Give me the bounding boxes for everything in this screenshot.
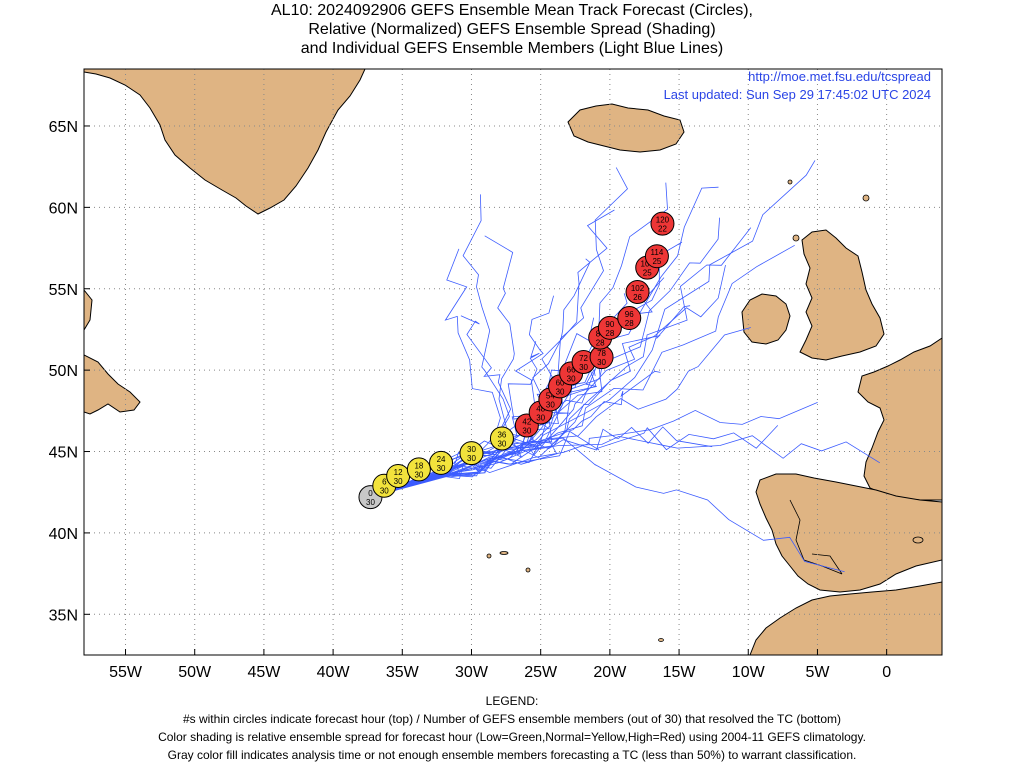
forecast-hour-label: 54 — [546, 391, 555, 400]
forecast-hour-label: 24 — [437, 455, 446, 464]
member-count-label: 30 — [366, 498, 375, 507]
member-count-label: 30 — [380, 487, 389, 496]
member-count-label: 30 — [597, 358, 606, 367]
member-count-label: 28 — [596, 339, 605, 348]
forecast-hour-label: 60 — [556, 378, 565, 387]
land-greenland — [84, 69, 366, 215]
lat-tick-label: 35N — [49, 607, 78, 624]
title-line-1: AL10: 2024092906 GEFS Ensemble Mean Trac… — [271, 2, 753, 19]
member-count-label: 22 — [658, 225, 667, 234]
forecast-point-circle — [459, 441, 484, 466]
forecast-point-circle — [650, 211, 675, 236]
credit-url[interactable]: http://moe.met.fsu.edu/tcspread — [748, 69, 931, 84]
member-count-label: 30 — [579, 363, 588, 372]
forecast-point-circle — [625, 280, 650, 305]
forecast-hour-label: 102 — [631, 284, 645, 293]
forecast-hour-label: 30 — [467, 445, 476, 454]
member-count-label: 30 — [536, 413, 545, 422]
member-count-label: 30 — [522, 426, 531, 435]
forecast-hour-label: 48 — [536, 404, 545, 413]
track-map: 0306301230183024303030363042304830543060… — [49, 68, 943, 681]
lon-tick-label: 15W — [663, 664, 697, 681]
forecast-hour-label: 108 — [641, 260, 655, 269]
member-count-label: 30 — [497, 440, 506, 449]
lat-tick-label: 50N — [49, 363, 78, 380]
member-count-label: 30 — [556, 387, 565, 396]
member-count-label: 28 — [605, 329, 614, 338]
lon-tick-label: 20W — [593, 664, 627, 681]
lon-tick-label: 0 — [882, 664, 891, 681]
title-line-2: Relative (Normalized) GEFS Ensemble Spre… — [308, 21, 716, 38]
forecast-point-circle — [489, 426, 514, 451]
lon-tick-label: 30W — [455, 664, 489, 681]
forecast-hour-label: 120 — [656, 216, 670, 225]
forecast-hour-label: 114 — [651, 248, 664, 257]
credit-updated: Last updated: Sun Sep 29 17:45:02 UTC 20… — [664, 87, 931, 102]
forecast-hour-label: 12 — [394, 468, 403, 477]
title-line-3: and Individual GEFS Ensemble Members (Li… — [300, 40, 724, 57]
forecast-hour-label: 90 — [605, 320, 614, 329]
forecast-hour-label: 72 — [579, 354, 588, 363]
forecast-hour-label: 18 — [414, 461, 423, 470]
ensemble-member-track — [370, 244, 795, 498]
land-iceland — [567, 103, 685, 153]
forecast-point-circle — [597, 315, 622, 340]
member-count-label: 30 — [437, 464, 446, 473]
forecast-point-circle — [644, 244, 669, 269]
forecast-hour-label: 36 — [497, 431, 506, 440]
forecast-hour-label: 0 — [368, 489, 373, 498]
lon-tick-label: 5W — [805, 664, 830, 681]
member-count-label: 25 — [652, 257, 661, 266]
ensemble-mean-track: 0306301230183024303030363042304830543060… — [358, 211, 675, 510]
lon-tick-label: 50W — [178, 664, 212, 681]
land-ireland — [741, 293, 791, 345]
member-count-label: 25 — [643, 269, 652, 278]
land-north-africa — [749, 581, 942, 655]
lon-tick-label: 25W — [524, 664, 558, 681]
forecast-point-circle — [617, 306, 642, 331]
legend-heading: LEGEND: — [485, 694, 539, 708]
forecast-hour-label: 6 — [382, 478, 387, 487]
legend-line-1: #s within circles indicate forecast hour… — [182, 712, 842, 726]
lon-tick-label: 10W — [732, 664, 766, 681]
member-count-label: 30 — [414, 470, 423, 479]
lat-tick-label: 45N — [49, 445, 78, 462]
forecast-point-circle — [406, 457, 431, 482]
forecast-hour-label: 66 — [567, 365, 576, 374]
land-great-britain — [799, 229, 885, 361]
lat-tick-label: 65N — [49, 119, 78, 136]
member-count-label: 30 — [394, 477, 403, 486]
forecast-point-circle — [429, 450, 454, 475]
legend-line-3: Gray color fill indicates analysis time … — [167, 748, 857, 762]
legend-line-2: Color shading is relative ensemble sprea… — [158, 730, 866, 744]
lon-tick-label: 40W — [317, 664, 351, 681]
member-count-label: 30 — [546, 400, 555, 409]
lon-tick-label: 55W — [109, 664, 143, 681]
lat-tick-label: 40N — [49, 526, 78, 543]
member-count-label: 30 — [567, 374, 576, 383]
lon-tick-label: 35W — [386, 664, 420, 681]
lon-tick-label: 45W — [247, 664, 281, 681]
forecast-hour-label: 42 — [522, 417, 531, 426]
lat-tick-label: 60N — [49, 200, 78, 217]
member-count-label: 28 — [625, 319, 634, 328]
forecast-hour-label: 78 — [597, 349, 606, 358]
lat-tick-label: 55N — [49, 282, 78, 299]
ensemble-member-track — [370, 295, 554, 498]
member-count-label: 26 — [633, 293, 642, 302]
forecast-hour-label: 96 — [625, 310, 634, 319]
member-count-label: 30 — [467, 454, 476, 463]
